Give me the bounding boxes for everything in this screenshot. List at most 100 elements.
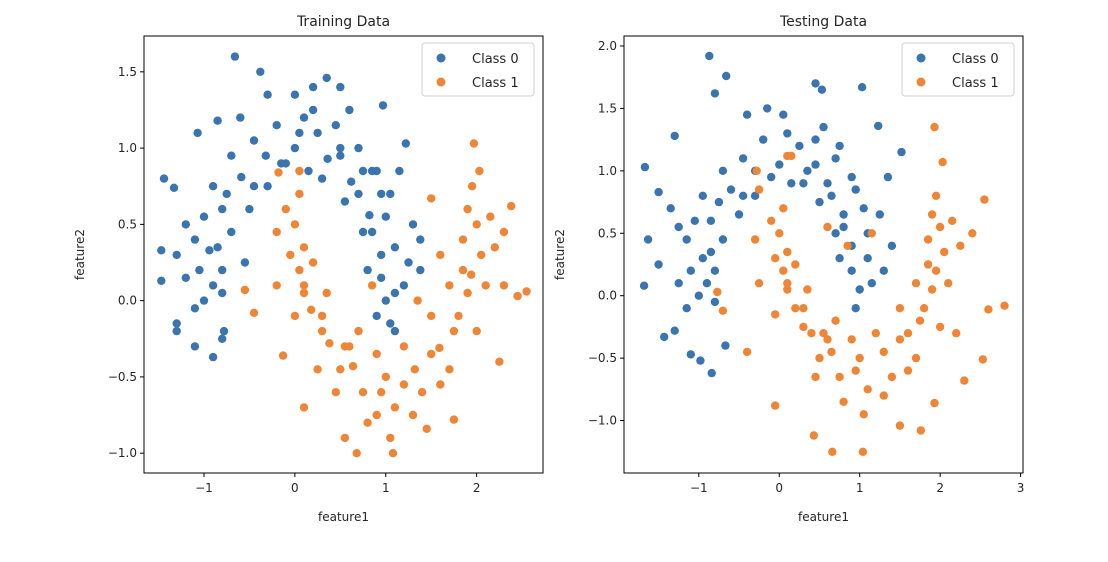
point-class-1 <box>436 380 445 389</box>
point-class-1 <box>463 288 472 298</box>
point-class-1 <box>754 185 764 194</box>
point-class-0 <box>377 189 386 199</box>
point-class-0 <box>295 128 304 138</box>
point-class-0 <box>874 121 883 131</box>
point-class-1 <box>307 305 316 314</box>
point-class-0 <box>738 154 748 163</box>
point-class-0 <box>261 151 270 160</box>
y-tick-label: 0.0 <box>118 294 137 308</box>
x-axis-label: feature1 <box>318 510 369 524</box>
point-class-0 <box>831 229 840 238</box>
point-class-1 <box>317 311 327 321</box>
point-class-1 <box>858 447 868 456</box>
point-class-0 <box>654 260 663 269</box>
point-class-0 <box>218 288 227 298</box>
point-class-1 <box>477 250 486 260</box>
point-class-0 <box>759 135 768 144</box>
y-axis-label: feature2 <box>73 229 87 280</box>
point-class-0 <box>381 296 390 305</box>
point-class-0 <box>390 243 400 252</box>
point-class-0 <box>290 90 300 99</box>
point-class-1 <box>819 329 828 338</box>
point-class-1 <box>481 281 490 290</box>
legend-box <box>421 42 535 97</box>
point-class-0 <box>779 110 788 119</box>
point-class-1 <box>507 201 516 211</box>
x-tick-label: 0 <box>775 481 783 495</box>
point-class-0 <box>172 250 181 260</box>
point-class-0 <box>227 227 236 237</box>
legend: Class 0 Class 1 <box>901 42 1015 97</box>
point-class-1 <box>322 288 331 298</box>
y-tick-label: −0.5 <box>588 351 617 365</box>
point-class-0 <box>847 172 856 182</box>
point-class-0 <box>706 216 716 225</box>
point-class-0 <box>199 296 209 305</box>
point-class-1 <box>290 311 300 321</box>
point-class-0 <box>395 166 404 176</box>
point-class-0 <box>682 235 691 244</box>
point-class-1 <box>372 349 381 359</box>
point-class-0 <box>367 166 377 176</box>
point-class-0 <box>358 166 368 176</box>
point-class-1 <box>903 366 913 375</box>
point-class-1 <box>454 311 463 321</box>
point-class-0 <box>767 172 776 182</box>
point-class-0 <box>218 204 227 214</box>
point-class-1 <box>286 250 295 260</box>
point-class-1 <box>863 385 872 394</box>
point-class-0 <box>799 179 808 188</box>
point-class-0 <box>787 179 796 188</box>
point-class-1 <box>272 227 281 237</box>
point-class-0 <box>897 147 906 157</box>
point-class-1 <box>948 216 957 225</box>
point-class-0 <box>795 141 804 151</box>
point-class-1 <box>787 151 796 161</box>
point-class-0 <box>236 113 245 122</box>
point-class-0 <box>277 159 286 168</box>
y-tick-label: −1.0 <box>588 414 617 428</box>
point-class-1 <box>783 285 792 294</box>
y-tick-label: 1.5 <box>118 65 137 79</box>
point-class-1 <box>968 229 977 238</box>
axes-frame <box>623 35 1024 474</box>
point-class-1 <box>752 166 761 175</box>
point-class-0 <box>710 266 720 275</box>
point-class-0 <box>750 191 760 200</box>
point-class-0 <box>304 166 313 176</box>
point-class-1 <box>935 222 945 232</box>
point-class-0 <box>674 222 683 232</box>
point-class-0 <box>181 273 190 282</box>
point-class-0 <box>386 319 395 328</box>
legend-label: Class 1 <box>952 76 999 91</box>
y-tick-label: 0.5 <box>598 226 617 240</box>
point-class-0 <box>336 82 345 92</box>
point-class-1 <box>799 322 808 332</box>
point-class-0 <box>847 266 856 275</box>
point-class-1 <box>449 326 459 336</box>
point-class-0 <box>299 113 309 122</box>
point-class-1 <box>771 401 780 410</box>
point-class-0 <box>408 220 418 229</box>
point-class-1 <box>871 329 880 338</box>
point-class-0 <box>272 121 281 130</box>
point-class-0 <box>172 326 181 336</box>
x-tick-label: 1 <box>856 481 864 495</box>
point-class-1 <box>799 304 808 313</box>
point-class-1 <box>827 347 836 357</box>
point-class-1 <box>815 353 824 363</box>
point-class-1 <box>274 168 283 177</box>
point-class-0 <box>811 79 820 88</box>
point-class-1 <box>879 391 888 400</box>
x-tick-label: 2 <box>473 481 481 495</box>
point-class-1 <box>445 281 454 290</box>
point-class-1 <box>427 349 436 359</box>
point-class-0 <box>208 182 218 191</box>
point-class-1 <box>859 410 868 419</box>
point-class-1 <box>331 388 340 397</box>
point-class-1 <box>771 310 780 319</box>
point-class-1 <box>417 388 427 397</box>
point-class-0 <box>883 172 893 182</box>
point-class-1 <box>940 247 949 257</box>
